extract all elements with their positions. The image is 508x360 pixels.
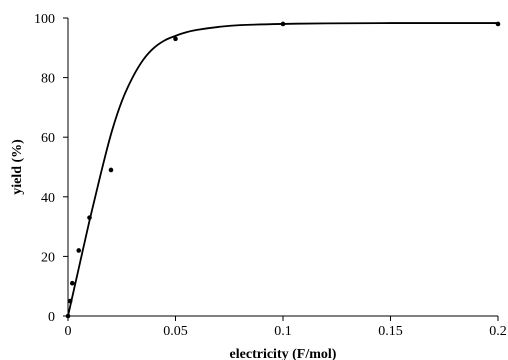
y-tick-label: 40 bbox=[41, 191, 55, 206]
tick-labels: 0 20 40 60 80 100 0 0.05 0.1 0.15 0.2 bbox=[34, 12, 507, 339]
y-tick-label: 60 bbox=[41, 131, 55, 146]
x-tick-label: 0.15 bbox=[378, 324, 403, 339]
ticks bbox=[63, 17, 499, 321]
data-point bbox=[495, 21, 501, 27]
data-point bbox=[108, 167, 114, 173]
axes bbox=[67, 18, 498, 317]
fitted-curve bbox=[67, 22, 499, 317]
data-point bbox=[87, 215, 92, 220]
points-layer bbox=[65, 21, 501, 319]
curve-layer bbox=[67, 22, 499, 317]
x-tick-label: 0.2 bbox=[489, 324, 507, 339]
x-tick-label: 0 bbox=[65, 324, 72, 339]
data-point bbox=[280, 21, 286, 27]
y-tick-label: 80 bbox=[41, 72, 55, 87]
y-tick-label: 0 bbox=[48, 310, 55, 325]
y-tick-label: 20 bbox=[41, 250, 55, 265]
x-axis-title: electricity (F/mol) bbox=[230, 347, 337, 360]
y-tick-label: 100 bbox=[34, 12, 55, 27]
y-axis-title: yield (%) bbox=[10, 139, 25, 195]
data-point bbox=[65, 313, 71, 319]
data-point bbox=[67, 298, 73, 304]
x-tick-label: 0.05 bbox=[163, 324, 188, 339]
data-point bbox=[76, 248, 82, 253]
data-point bbox=[70, 280, 75, 286]
x-tick-label: 0.1 bbox=[274, 324, 292, 339]
data-point bbox=[173, 36, 178, 42]
